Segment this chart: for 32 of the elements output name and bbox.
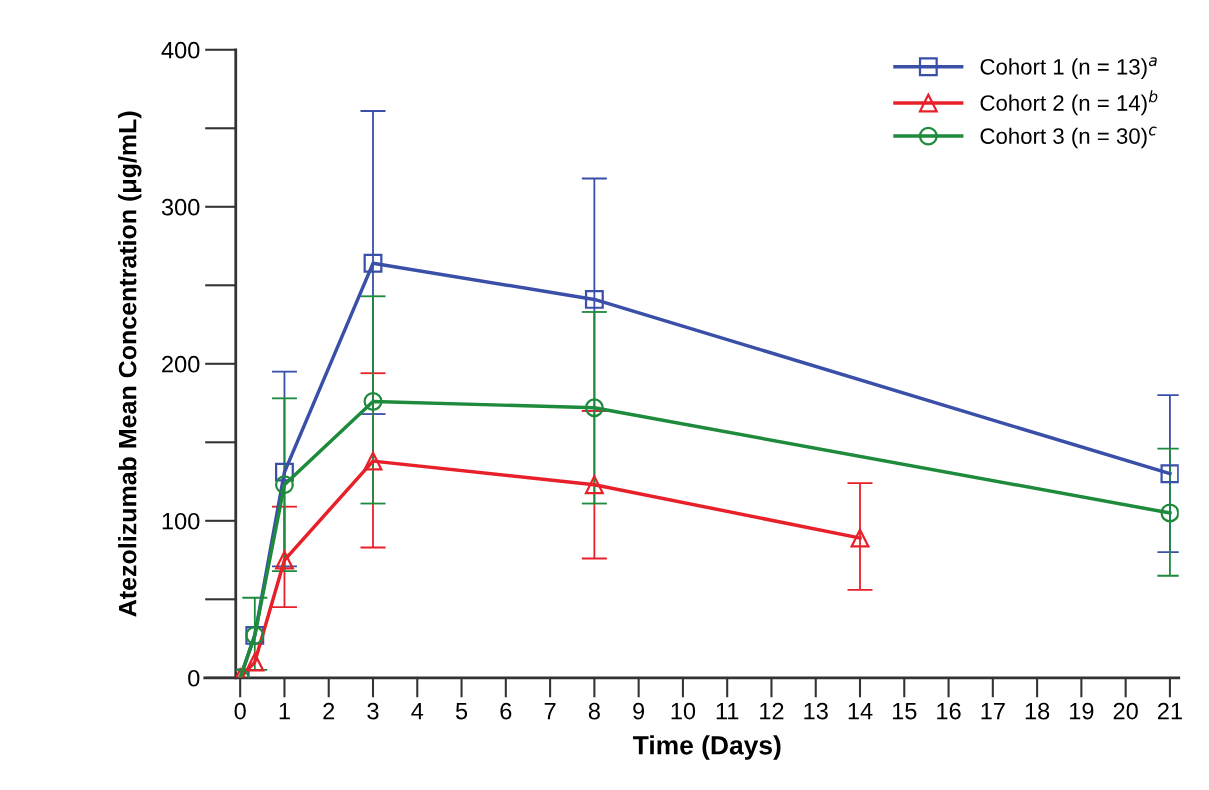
x-tick-label: 20 [1113, 702, 1138, 720]
y-tick-label: 300 [161, 198, 200, 216]
x-tick-label: 14 [848, 702, 873, 720]
legend-label: Cohort 2 (n = 14)$^{b}$ [980, 90, 1158, 116]
x-tick-label: 9 [633, 702, 645, 720]
x-tick-label: 21 [1157, 702, 1182, 720]
legend-label: Cohort 3 (n = 30)$^{c}$ [980, 126, 1157, 149]
x-tick-label: 12 [760, 702, 784, 720]
y-tick-label: 0 [188, 669, 200, 687]
x-tick-label: 19 [1070, 702, 1094, 720]
x-tick-label: 0 [234, 702, 246, 720]
x-tick-label: 6 [500, 702, 512, 720]
x-tick-label: 5 [455, 702, 468, 720]
legend-label: Cohort 1 (n = 13)$^{a}$ [980, 57, 1157, 80]
x-axis-title: Time (Days) [633, 735, 781, 760]
x-tick-label: 8 [588, 702, 600, 720]
x-tick-label: 4 [411, 702, 424, 720]
y-tick-label: 200 [162, 355, 200, 373]
x-tick-label: 11 [716, 702, 739, 720]
x-tick-label: 10 [671, 702, 696, 720]
y-tick-label: 100 [162, 512, 200, 530]
x-tick-label: 7 [544, 702, 556, 720]
x-tick-label: 3 [367, 702, 379, 720]
x-tick-label: 2 [323, 702, 335, 720]
x-tick-label: 18 [1025, 702, 1050, 720]
x-tick-label: 13 [804, 702, 828, 720]
x-tick-label: 15 [892, 702, 917, 720]
y-axis-title: Atezolizumab Mean Concentration (μg/mL) [118, 111, 142, 617]
x-tick-label: 17 [981, 702, 1005, 720]
y-tick-label: 400 [161, 41, 200, 59]
x-tick-label: 1 [279, 702, 290, 720]
x-tick-label: 16 [937, 702, 961, 720]
